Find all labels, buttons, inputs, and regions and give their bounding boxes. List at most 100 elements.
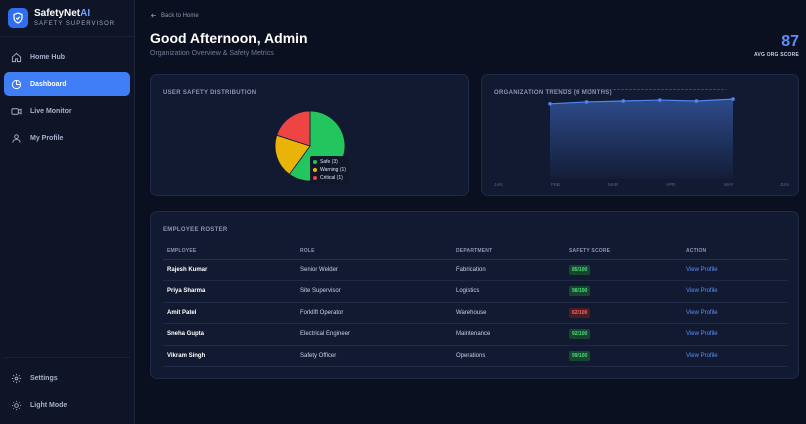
view-profile-link[interactable]: View Profile	[686, 331, 718, 338]
legend-label: Warning (1)	[320, 167, 346, 173]
x-tick-label: APR	[666, 182, 676, 187]
legend-swatch	[313, 168, 317, 172]
sidebar-footer: Settings Light Mode	[4, 357, 130, 420]
column-header[interactable]: SAFETY SCORE	[565, 243, 682, 260]
employee-role: Forklift Operator	[296, 302, 452, 324]
sun-icon	[11, 400, 22, 410]
safety-score-badge: 92/100	[569, 329, 591, 340]
view-profile-link[interactable]: View Profile	[686, 352, 718, 359]
trend-point-apr[interactable]	[658, 98, 662, 102]
view-profile-link[interactable]: View Profile	[686, 266, 718, 273]
back-label: Back to Home	[161, 12, 199, 19]
employee-name: Rajesh Kumar	[163, 259, 296, 281]
trend-point-may[interactable]	[694, 99, 699, 103]
column-header[interactable]: DEPARTMENT	[452, 243, 565, 260]
sidebar-item-label: Dashboard	[30, 80, 67, 88]
employee-name: Vikram Singh	[163, 345, 296, 367]
table-row: Sneha Gupta Electrical Engineer Maintena…	[163, 323, 788, 346]
trend-point-feb[interactable]	[584, 100, 589, 104]
page-subtitle: Organization Overview & Safety Metrics	[150, 50, 274, 57]
trend-line	[549, 98, 734, 105]
sidebar: SafetyNetAI SAFETY SUPERVISOR Home Hub D…	[0, 0, 135, 424]
brand-title-main: SafetyNet	[34, 8, 81, 19]
action-cell: View Profile	[682, 345, 788, 367]
sidebar-item-my-profile[interactable]: My Profile	[4, 126, 130, 150]
brand-title: SafetyNetAI	[34, 9, 115, 19]
brand-subtitle: SAFETY SUPERVISOR	[34, 21, 116, 27]
trend-point-jan[interactable]	[548, 102, 552, 106]
view-profile-link[interactable]: View Profile	[686, 288, 718, 295]
legend-item-critical: Critical (1)	[313, 174, 346, 182]
legend-swatch	[313, 160, 317, 164]
trend-point-jun[interactable]	[731, 97, 735, 101]
safety-score-badge: 99/100	[569, 350, 591, 361]
pie-slice-warning[interactable]	[274, 134, 311, 175]
x-tick-label: FEB	[551, 182, 560, 187]
employee-department: Operations	[452, 345, 565, 367]
safety-score-cell: 92/100	[565, 323, 682, 346]
home-icon	[11, 52, 22, 62]
sidebar-item-settings[interactable]: Settings	[4, 366, 130, 390]
employee-name: Sneha Gupta	[163, 323, 296, 346]
legend-label: Critical (1)	[320, 175, 343, 181]
x-tick-label: MAR	[608, 182, 618, 187]
card-title: USER SAFETY DISTRIBUTION	[163, 90, 257, 96]
card-title: ORGANIZATION TRENDS (6 MONTHS)	[494, 90, 612, 96]
arrow-left-icon	[150, 13, 156, 18]
theme-toggle-light-mode[interactable]: Light Mode	[4, 393, 130, 417]
employee-role: Site Supervisor	[296, 280, 452, 303]
brand: SafetyNetAI SAFETY SUPERVISOR	[0, 0, 134, 37]
safety-score-cell: 62/100	[565, 302, 682, 324]
action-cell: View Profile	[682, 302, 788, 324]
employee-table: EMPLOYEE ROLE DEPARTMENT SAFETY SCORE AC…	[163, 243, 788, 367]
table-header-row: EMPLOYEE ROLE DEPARTMENT SAFETY SCORE AC…	[163, 243, 788, 260]
table-row: Rajesh Kumar Senior Welder Fabrication 8…	[163, 259, 788, 281]
trend-area	[550, 99, 733, 179]
safety-score-cell: 85/100	[565, 259, 682, 281]
employee-name: Amit Patel	[163, 302, 296, 324]
employee-roster-card: EMPLOYEE ROSTER EMPLOYEE ROLE DEPARTMENT…	[150, 211, 799, 379]
safety-score-badge: 98/100	[569, 286, 591, 297]
back-to-home-link[interactable]: Back to Home	[150, 12, 199, 19]
action-cell: View Profile	[682, 259, 788, 281]
sidebar-item-dashboard[interactable]: Dashboard	[4, 72, 130, 96]
x-tick-label: JUN	[780, 182, 789, 187]
employee-department: Maintenance	[452, 323, 565, 346]
table-row: Priya Sharma Site Supervisor Logistics 9…	[163, 280, 788, 303]
page-title: Good Afternoon, Admin	[150, 30, 308, 46]
x-tick-label: MAY	[724, 182, 734, 187]
organization-trends-card: ORGANIZATION TRENDS (6 MONTHS) JAN FEB M…	[481, 74, 799, 196]
safety-score-badge: 85/100	[569, 264, 591, 275]
sidebar-item-live-monitor[interactable]: Live Monitor	[4, 99, 130, 123]
column-header[interactable]: EMPLOYEE	[163, 243, 296, 260]
brand-title-accent: AI	[80, 8, 91, 19]
legend-item-warning: Warning (1)	[313, 166, 346, 174]
shield-logo-icon	[8, 8, 28, 28]
avg-org-score: 87 AVG ORG SCORE	[753, 34, 799, 59]
employee-role: Electrical Engineer	[296, 323, 452, 346]
table-row: Vikram Singh Safety Officer Operations 9…	[163, 345, 788, 367]
trend-point-mar[interactable]	[621, 99, 625, 103]
table-row: Amit Patel Forklift Operator Warehouse 6…	[163, 302, 788, 324]
trend-area-chart	[548, 89, 735, 179]
sidebar-item-label: Light Mode	[30, 401, 68, 409]
legend-swatch	[313, 176, 317, 180]
safety-score-cell: 99/100	[565, 345, 682, 367]
sidebar-item-home-hub[interactable]: Home Hub	[4, 45, 130, 69]
sidebar-nav: Home Hub Dashboard Live Monitor My Profi…	[0, 37, 134, 150]
action-cell: View Profile	[682, 323, 788, 346]
camera-icon	[11, 107, 22, 115]
column-header[interactable]: ROLE	[296, 243, 452, 260]
view-profile-link[interactable]: View Profile	[686, 309, 718, 316]
score-label: AVG ORG SCORE	[753, 52, 799, 58]
sidebar-item-label: Live Monitor	[30, 107, 72, 115]
sidebar-item-label: Settings	[30, 374, 58, 382]
pie-slice-critical[interactable]	[276, 110, 311, 147]
sidebar-item-label: My Profile	[30, 134, 64, 142]
safety-score-badge: 62/100	[569, 307, 591, 318]
card-title: EMPLOYEE ROSTER	[163, 227, 228, 233]
user-icon	[12, 133, 21, 143]
employee-role: Safety Officer	[296, 345, 452, 367]
legend-item-safe: Safe (3)	[313, 158, 346, 166]
